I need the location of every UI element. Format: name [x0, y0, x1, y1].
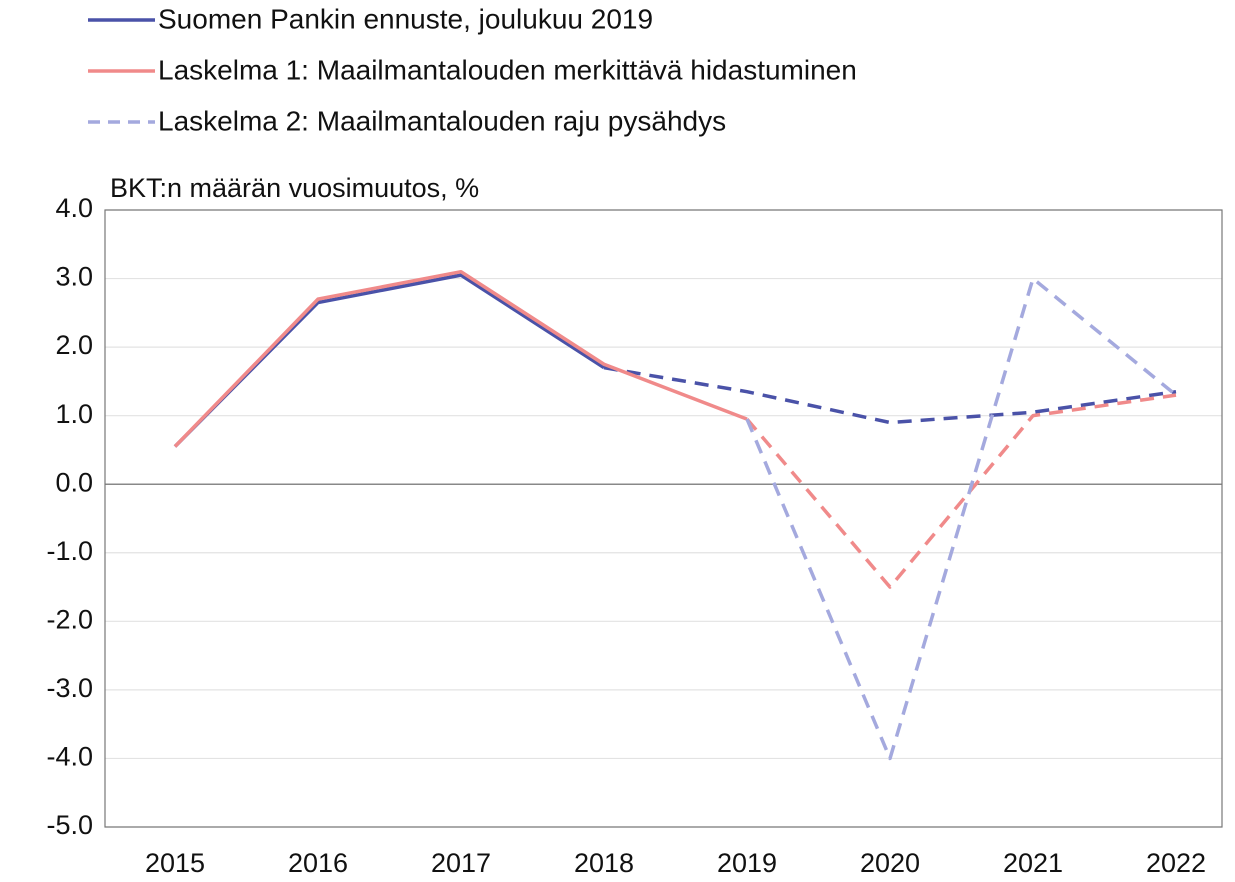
- y-tick-label: 4.0: [55, 193, 93, 223]
- x-tick-label: 2015: [145, 848, 205, 878]
- x-tick-label: 2018: [574, 848, 634, 878]
- line: [173, 269, 748, 448]
- x-tick-label: 2017: [431, 848, 491, 878]
- x-tick-label: 2022: [1146, 848, 1206, 878]
- axis-title: BKT:n määrän vuosimuutos, %: [110, 173, 479, 203]
- x-tick-label: 2020: [860, 848, 920, 878]
- line-dashed: [603, 365, 1177, 425]
- y-tick-label: 3.0: [55, 262, 93, 292]
- legend-label: Laskelma 2: Maailmantalouden raju pysähd…: [158, 105, 726, 136]
- y-tick-label: -4.0: [46, 742, 93, 772]
- legend-label: Suomen Pankin ennuste, joulukuu 2019: [158, 3, 653, 34]
- y-tick-label: -3.0: [46, 673, 93, 703]
- y-tick-label: 0.0: [55, 467, 93, 497]
- plot-frame: [104, 209, 1223, 828]
- line: [173, 273, 605, 448]
- line-dashed: [745, 393, 1177, 589]
- y-tick-label: 1.0: [55, 399, 93, 429]
- legend-label: Laskelma 1: Maailmantalouden merkittävä …: [158, 54, 857, 85]
- line-dashed: [745, 276, 1178, 761]
- y-tick-label: -5.0: [46, 810, 93, 840]
- y-tick-label: 2.0: [55, 330, 93, 360]
- y-tick-label: -1.0: [46, 536, 93, 566]
- x-tick-label: 2021: [1003, 848, 1063, 878]
- x-tick-label: 2019: [717, 848, 777, 878]
- x-tick-label: 2016: [288, 848, 348, 878]
- y-tick-label: -2.0: [46, 604, 93, 634]
